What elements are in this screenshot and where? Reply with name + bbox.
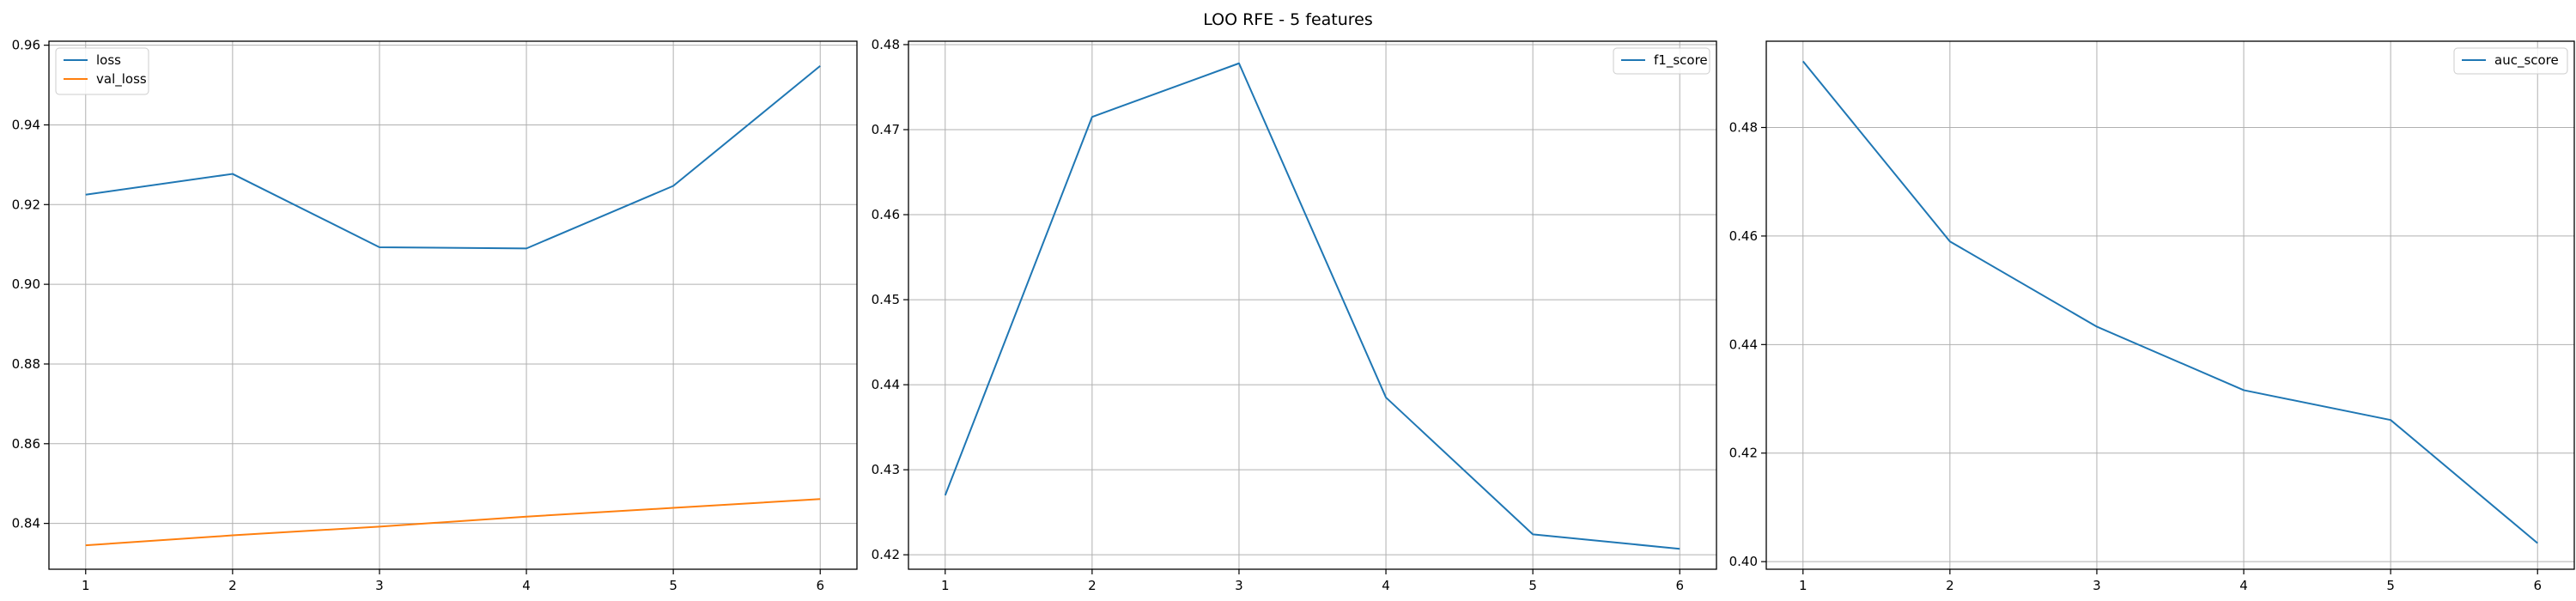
y-tick-label: 0.40 bbox=[1729, 554, 1758, 569]
y-tick-label: 0.90 bbox=[12, 276, 40, 292]
y-tick-label: 0.45 bbox=[872, 292, 900, 307]
legend-label-f1_score: f1_score bbox=[1654, 52, 1708, 69]
y-tick-label: 0.47 bbox=[872, 122, 900, 137]
x-tick-label: 5 bbox=[669, 578, 677, 593]
axes-frame bbox=[48, 40, 858, 570]
x-tick-label: 6 bbox=[816, 578, 824, 593]
x-tick-label: 2 bbox=[1946, 578, 1954, 593]
x-tick-label: 1 bbox=[941, 578, 950, 593]
y-tick-label: 0.84 bbox=[12, 516, 40, 531]
axes-frame bbox=[908, 40, 1717, 570]
y-tick-label: 0.48 bbox=[1729, 119, 1758, 135]
subplot-2: 1 2 3 4 5 6 0.42 0.43 0.44 0.45 0.46 0.47 0.48 f1_sco… bbox=[872, 37, 1717, 593]
series-line-loss bbox=[85, 65, 821, 250]
x-tick-label: 4 bbox=[522, 578, 531, 593]
legend-label-auc_score: auc_score bbox=[2494, 52, 2559, 69]
y-tick-label: 0.96 bbox=[12, 38, 40, 53]
x-tick-label: 4 bbox=[2239, 578, 2248, 593]
figure-title: LOO RFE - 5 features bbox=[1203, 10, 1373, 29]
legend: auc_score bbox=[2453, 47, 2568, 75]
legend-box bbox=[1613, 47, 1710, 75]
series-line-auc_score bbox=[1801, 60, 2538, 544]
x-tick-label: 1 bbox=[82, 578, 90, 593]
x-tick-label: 5 bbox=[1528, 578, 1537, 593]
y-tick-label: 0.94 bbox=[12, 117, 40, 132]
x-tick-label: 4 bbox=[1382, 578, 1390, 593]
y-tick-label: 0.46 bbox=[872, 207, 900, 222]
subplot-1: 1 2 3 4 5 6 0.84 0.86 0.88 0.90 0.92 0.94 0.96 loss va… bbox=[12, 38, 858, 593]
legend-box bbox=[2453, 47, 2568, 75]
legend-label-loss: loss bbox=[96, 52, 121, 68]
axes-frame bbox=[1765, 40, 2575, 570]
y-tick-label: 0.92 bbox=[12, 197, 40, 212]
y-tick-label: 0.44 bbox=[872, 377, 900, 392]
legend: loss val_loss bbox=[55, 47, 149, 95]
legend-label-val_loss: val_loss bbox=[96, 71, 147, 88]
y-tick-label: 0.42 bbox=[1729, 446, 1758, 461]
x-tick-label: 3 bbox=[2093, 578, 2101, 593]
y-tick-label: 0.88 bbox=[12, 356, 40, 372]
y-tick-label: 0.43 bbox=[872, 462, 900, 477]
x-tick-label: 6 bbox=[1675, 578, 1684, 593]
x-tick-label: 1 bbox=[1799, 578, 1807, 593]
legend: f1_score bbox=[1613, 47, 1710, 75]
x-tick-label: 5 bbox=[2386, 578, 2395, 593]
y-tick-label: 0.42 bbox=[872, 547, 900, 562]
x-tick-label: 3 bbox=[375, 578, 384, 593]
y-tick-label: 0.46 bbox=[1729, 228, 1758, 244]
x-tick-label: 3 bbox=[1235, 578, 1243, 593]
y-tick-label: 0.48 bbox=[872, 37, 900, 52]
x-tick-label: 2 bbox=[1088, 578, 1097, 593]
y-tick-label: 0.86 bbox=[12, 436, 40, 452]
series-line-f1_score bbox=[944, 62, 1680, 550]
y-tick-label: 0.44 bbox=[1729, 337, 1758, 352]
subplot-3: 1 2 3 4 5 6 0.40 0.42 0.44 0.46 0.48 auc_score bbox=[1729, 40, 2575, 593]
x-tick-label: 6 bbox=[2533, 578, 2542, 593]
series-line-val_loss bbox=[85, 498, 821, 547]
x-tick-label: 2 bbox=[228, 578, 237, 593]
